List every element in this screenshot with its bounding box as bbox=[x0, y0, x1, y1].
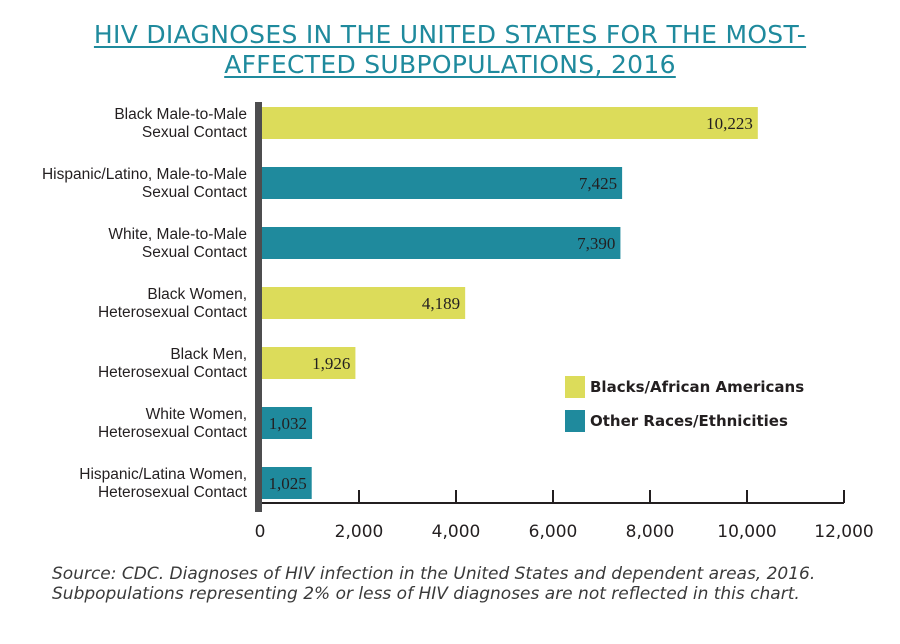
bar-value-1: 7,425 bbox=[579, 174, 617, 193]
legend-swatch-1 bbox=[565, 410, 585, 432]
x-tick-label-3: 6,000 bbox=[529, 522, 578, 542]
category-label-6-line-0: Hispanic/Latina Women, bbox=[79, 466, 247, 483]
source-note: Source: CDC. Diagnoses of HIV infection … bbox=[52, 564, 816, 604]
category-label-5-line-0: White Women, bbox=[146, 406, 247, 423]
chart-title-line-1: HIV DIAGNOSES IN THE UNITED STATES FOR T… bbox=[93, 20, 807, 49]
bar-2 bbox=[262, 227, 621, 259]
bar-5 bbox=[262, 407, 313, 439]
bar-value-3: 4,189 bbox=[422, 294, 460, 313]
x-tick-label-4: 8,000 bbox=[626, 522, 675, 542]
category-label-2-line-1: Sexual Contact bbox=[142, 244, 248, 261]
category-label-3-line-1: Heterosexual Contact bbox=[98, 304, 248, 321]
chart-title: HIV DIAGNOSES IN THE UNITED STATES FOR T… bbox=[0, 20, 900, 80]
bar-value-4: 1,926 bbox=[312, 354, 350, 373]
category-label-1-line-1: Sexual Contact bbox=[142, 184, 248, 201]
bar-value-2: 7,390 bbox=[577, 234, 615, 253]
category-label-0-line-0: Black Male-to-Male bbox=[114, 106, 247, 123]
bar-4 bbox=[262, 347, 356, 379]
x-tick-label-5: 10,000 bbox=[717, 522, 776, 542]
y-axis-line bbox=[255, 102, 262, 512]
legend-label-0: Blacks/African Americans bbox=[590, 378, 804, 396]
bar-value-6: 1,025 bbox=[268, 474, 306, 493]
x-tick-label-2: 4,000 bbox=[432, 522, 481, 542]
category-label-1-line-0: Hispanic/Latino, Male-to-Male bbox=[42, 166, 247, 183]
bar-3 bbox=[262, 287, 466, 319]
chart-title-line-2: AFFECTED SUBPOPULATIONS, 2016 bbox=[224, 50, 676, 79]
category-label-3-line-0: Black Women, bbox=[147, 286, 247, 303]
category-label-5-line-1: Heterosexual Contact bbox=[98, 424, 248, 441]
category-label-2-line-0: White, Male-to-Male bbox=[108, 226, 247, 243]
category-label-4-line-1: Heterosexual Contact bbox=[98, 364, 248, 381]
category-label-4-line-0: Black Men, bbox=[170, 346, 247, 363]
x-tick-label-0: 0 bbox=[255, 522, 266, 542]
x-tick-label-6: 12,000 bbox=[814, 522, 873, 542]
category-label-6-line-1: Heterosexual Contact bbox=[98, 484, 248, 501]
bar-0 bbox=[262, 107, 758, 139]
bar-1 bbox=[262, 167, 623, 199]
x-tick-label-1: 2,000 bbox=[335, 522, 384, 542]
category-label-0-line-1: Sexual Contact bbox=[142, 124, 248, 141]
bar-value-0: 10,223 bbox=[706, 114, 753, 133]
bar-value-5: 1,032 bbox=[269, 414, 307, 433]
legend-label-1: Other Races/Ethnicities bbox=[590, 412, 788, 430]
legend-swatch-0 bbox=[565, 376, 585, 398]
bar-6 bbox=[262, 467, 312, 499]
